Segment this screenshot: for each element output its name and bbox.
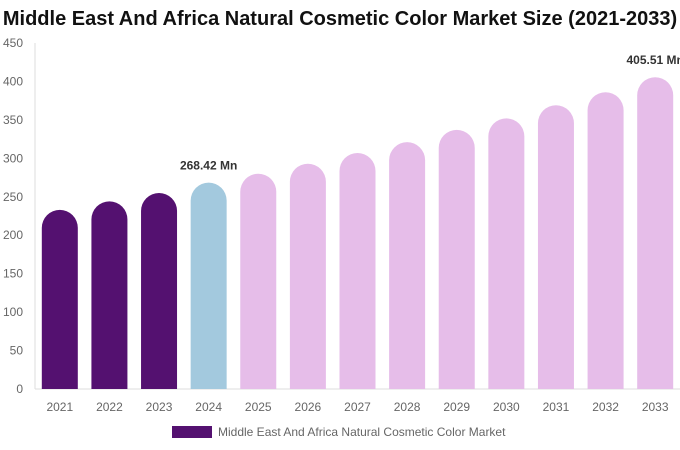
bar-2027: [339, 152, 376, 389]
bar-2031: [537, 105, 574, 389]
y-tick-label: 150: [3, 267, 23, 281]
x-tick-label: 2030: [493, 400, 520, 414]
y-tick-label: 300: [3, 151, 23, 165]
bar-2025: [240, 173, 277, 389]
y-tick-label: 0: [16, 382, 23, 396]
legend[interactable]: Middle East And Africa Natural Cosmetic …: [172, 425, 505, 439]
x-tick-label: 2028: [394, 400, 421, 414]
bar-2030: [488, 118, 525, 389]
y-tick-label: 100: [3, 305, 23, 319]
x-tick-label: 2027: [344, 400, 371, 414]
x-tick-label: 2023: [146, 400, 173, 414]
y-tick-label: 200: [3, 228, 23, 242]
x-tick-label: 2022: [96, 400, 123, 414]
bar-2023: [141, 192, 178, 389]
bar-2021: [41, 209, 78, 389]
bar-2024: [190, 182, 227, 389]
bar-2032: [587, 92, 624, 389]
x-tick-label: 2024: [195, 400, 222, 414]
x-tick-label: 2029: [443, 400, 470, 414]
data-label-2024: 268.42 Mn: [180, 159, 237, 173]
bar-2022: [91, 201, 128, 389]
y-tick-label: 250: [3, 190, 23, 204]
bar-2033: [637, 77, 674, 389]
bar-2026: [289, 163, 326, 389]
x-tick-label: 2031: [543, 400, 570, 414]
legend-swatch: [172, 426, 212, 438]
x-tick-label: 2033: [642, 400, 669, 414]
y-tick-label: 50: [10, 344, 24, 358]
x-tick-label: 2021: [46, 400, 73, 414]
data-label-2033: 405.51 Mn: [627, 53, 680, 67]
x-tick-label: 2025: [245, 400, 272, 414]
y-tick-label: 400: [3, 74, 23, 88]
bar-2029: [438, 129, 475, 389]
y-tick-label: 450: [3, 36, 23, 50]
y-tick-label: 350: [3, 113, 23, 127]
bar-2028: [389, 142, 426, 389]
legend-label: Middle East And Africa Natural Cosmetic …: [218, 425, 506, 439]
x-tick-label: 2032: [592, 400, 619, 414]
x-tick-label: 2026: [295, 400, 322, 414]
chart-title: Middle East And Africa Natural Cosmetic …: [2, 8, 678, 30]
